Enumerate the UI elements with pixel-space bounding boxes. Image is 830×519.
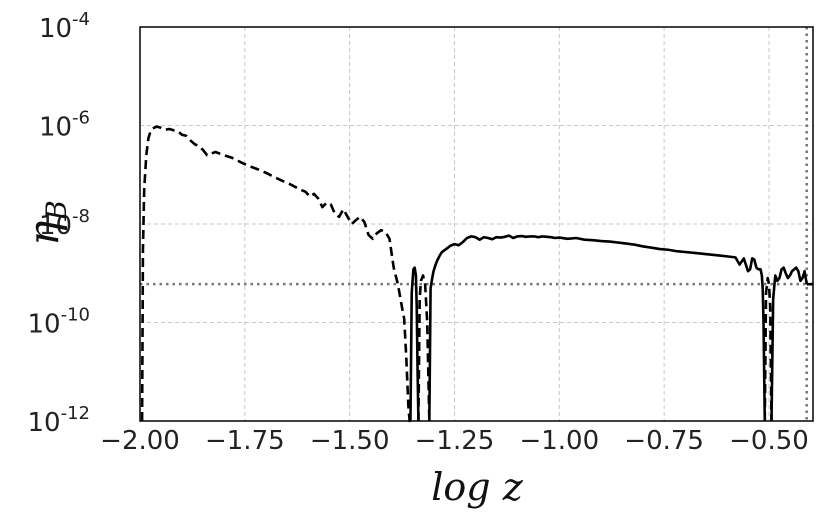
- dashed-series-line-0: [140, 125, 411, 423]
- x-tick-label: −1.50: [310, 426, 390, 456]
- y-tick-label: 10-10: [28, 305, 91, 340]
- solid-series-line-1: [409, 266, 420, 422]
- dashed-series-line-2: [417, 274, 431, 422]
- dashed-series-line-4: [763, 276, 773, 422]
- y-tick-label: 10-8: [39, 206, 90, 241]
- solid-series-line-5: [770, 266, 808, 422]
- y-tick-labels: 10-12 10-10 10-8 10-6 10-4: [28, 9, 91, 438]
- x-tick-label: −1.25: [415, 426, 495, 456]
- x-axis-label: log z: [431, 465, 523, 509]
- data-series: [140, 125, 813, 423]
- reference-lines: [140, 27, 813, 421]
- y-axis-label-main: η: [19, 221, 68, 246]
- x-tick-label: −0.50: [729, 426, 809, 456]
- x-tick-label: −0.75: [624, 426, 704, 456]
- x-tick-label: −1.75: [205, 426, 285, 456]
- x-tick-labels: −2.00 −1.75 −1.50 −1.25 −1.00 −0.75 −0.50: [100, 426, 809, 456]
- y-tick-label: 10-6: [39, 108, 90, 143]
- solid-series-line-3: [428, 234, 767, 422]
- y-tick-label: 10-4: [39, 9, 90, 44]
- y-axis-label: ηB: [19, 200, 73, 246]
- y-axis-label-sub: B: [40, 200, 73, 222]
- x-tick-label: −1.00: [519, 426, 599, 456]
- plot-frame: [139, 26, 814, 422]
- x-tick-label: −2.00: [100, 426, 180, 456]
- y-tick-label: 10-12: [28, 403, 91, 438]
